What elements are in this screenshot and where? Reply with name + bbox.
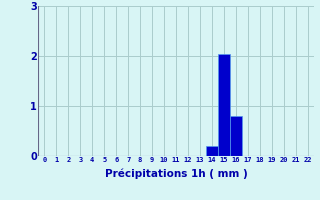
X-axis label: Précipitations 1h ( mm ): Précipitations 1h ( mm )	[105, 169, 247, 179]
Bar	[218, 54, 230, 156]
Bar	[230, 116, 242, 156]
Bar	[206, 146, 218, 156]
